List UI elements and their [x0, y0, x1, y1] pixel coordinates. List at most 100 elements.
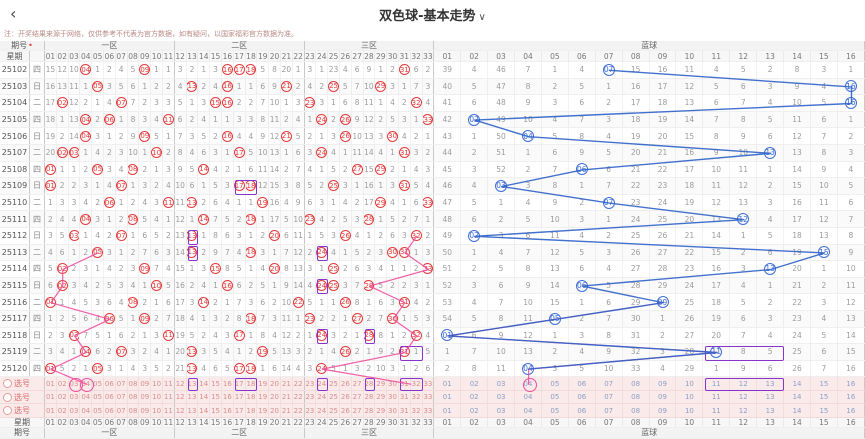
select-red-number[interactable]: 22: [293, 377, 305, 390]
select-blue-number[interactable]: 11: [703, 377, 731, 390]
select-blue-number[interactable]: 10: [676, 404, 704, 417]
select-radio[interactable]: [3, 392, 12, 402]
select-red-number[interactable]: 14: [198, 377, 211, 390]
select-red-number[interactable]: 23: [305, 390, 317, 404]
select-red-number[interactable]: 08: [128, 377, 140, 390]
select-blue-number[interactable]: 05: [542, 404, 569, 417]
select-blue-number[interactable]: 03: [488, 390, 516, 404]
select-red-number[interactable]: 08: [128, 404, 140, 417]
select-blue-number[interactable]: 04: [515, 404, 542, 417]
select-red-number[interactable]: 01: [45, 404, 57, 417]
select-red-number[interactable]: 20: [269, 377, 281, 390]
select-red-number[interactable]: 23: [305, 377, 317, 390]
select-red-number[interactable]: 05: [92, 404, 104, 417]
select-blue-number[interactable]: 01: [434, 390, 462, 404]
select-blue-number[interactable]: 16: [838, 404, 865, 417]
select-red-number[interactable]: 19: [257, 377, 270, 390]
select-blue-number[interactable]: 16: [838, 377, 865, 390]
select-blue-number[interactable]: 05: [542, 390, 569, 404]
select-blue-number[interactable]: 08: [623, 390, 650, 404]
select-red-number[interactable]: 14: [198, 404, 211, 417]
select-red-number[interactable]: 11: [163, 404, 175, 417]
select-blue-number[interactable]: 05: [542, 377, 569, 390]
select-blue-number[interactable]: 13: [757, 377, 785, 390]
select-red-number[interactable]: 22: [293, 390, 305, 404]
select-red-number[interactable]: 18: [246, 404, 258, 417]
select-red-number[interactable]: 02: [57, 377, 69, 390]
select-red-number[interactable]: 26: [340, 390, 352, 404]
select-blue-number[interactable]: 14: [784, 390, 811, 404]
select-red-number[interactable]: 11: [163, 377, 175, 390]
select-red-number[interactable]: 14: [198, 390, 211, 404]
select-red-number[interactable]: 16: [222, 390, 234, 404]
select-red-number[interactable]: 24: [316, 377, 329, 390]
select-red-number[interactable]: 27: [352, 390, 364, 404]
select-red-number[interactable]: 07: [116, 390, 128, 404]
back-button[interactable]: ‹: [10, 4, 17, 23]
select-red-number[interactable]: 19: [257, 404, 270, 417]
select-red-number[interactable]: 21: [281, 390, 293, 404]
select-blue-number[interactable]: 10: [676, 390, 704, 404]
select-red-number[interactable]: 12: [175, 377, 187, 390]
select-red-number[interactable]: 30: [387, 404, 399, 417]
select-red-number[interactable]: 02: [57, 390, 69, 404]
select-red-number[interactable]: 28: [364, 377, 376, 390]
select-red-number[interactable]: 02: [57, 404, 69, 417]
select-red-number[interactable]: 26: [340, 377, 352, 390]
select-red-number[interactable]: 29: [375, 404, 388, 417]
select-red-number[interactable]: 16: [222, 404, 234, 417]
select-blue-number[interactable]: 02: [461, 377, 489, 390]
select-red-number[interactable]: 13: [187, 404, 199, 417]
select-red-number[interactable]: 32: [411, 404, 423, 417]
select-red-number[interactable]: 27: [352, 377, 364, 390]
select-red-number[interactable]: 06: [104, 404, 116, 417]
select-blue-number[interactable]: 09: [650, 390, 677, 404]
select-red-number[interactable]: 33: [423, 377, 435, 390]
select-red-number[interactable]: 26: [340, 404, 352, 417]
select-radio[interactable]: [3, 406, 12, 416]
select-red-number[interactable]: 06: [104, 390, 116, 404]
select-red-number[interactable]: 07: [116, 404, 128, 417]
select-red-number[interactable]: 10: [151, 390, 163, 404]
select-red-number[interactable]: 18: [246, 377, 258, 390]
select-red-number[interactable]: 21: [281, 377, 293, 390]
select-red-number[interactable]: 10: [151, 404, 163, 417]
select-red-number[interactable]: 33: [423, 390, 435, 404]
select-blue-number[interactable]: 06: [569, 390, 596, 404]
select-blue-number[interactable]: 06: [569, 377, 596, 390]
select-red-number[interactable]: 29: [375, 377, 388, 390]
select-red-number[interactable]: 09: [139, 404, 152, 417]
select-blue-number[interactable]: 15: [811, 390, 838, 404]
select-blue-number[interactable]: 02: [461, 404, 489, 417]
select-red-number[interactable]: 04: [80, 404, 93, 417]
select-blue-number[interactable]: 09: [650, 404, 677, 417]
select-red-number[interactable]: 33: [423, 404, 435, 417]
select-red-number[interactable]: 32: [411, 377, 423, 390]
select-blue-number[interactable]: 07: [596, 404, 623, 417]
select-red-number[interactable]: 24: [316, 390, 329, 404]
select-blue-number[interactable]: 10: [676, 377, 704, 390]
select-red-number[interactable]: 28: [364, 404, 376, 417]
page-title-dropdown[interactable]: 双色球-基本走势 ∨: [379, 5, 486, 24]
select-blue-number[interactable]: 12: [730, 390, 758, 404]
select-red-number[interactable]: 13: [187, 377, 199, 390]
select-radio[interactable]: [3, 379, 12, 389]
select-red-number[interactable]: 13: [187, 390, 199, 404]
select-blue-number[interactable]: 02: [461, 390, 489, 404]
select-red-number[interactable]: 03: [69, 404, 81, 417]
select-red-number[interactable]: 06: [104, 377, 116, 390]
select-blue-number[interactable]: 06: [569, 404, 596, 417]
select-red-number[interactable]: 11: [163, 390, 175, 404]
select-red-number[interactable]: 08: [128, 390, 140, 404]
select-red-number[interactable]: 17: [234, 377, 246, 390]
select-red-number[interactable]: 01: [45, 390, 57, 404]
select-red-number[interactable]: 23: [305, 404, 317, 417]
select-red-number[interactable]: 25: [328, 404, 340, 417]
select-red-number[interactable]: 03: [69, 390, 81, 404]
select-red-number[interactable]: 05: [92, 377, 104, 390]
select-red-number[interactable]: 05: [92, 390, 104, 404]
select-blue-number[interactable]: 03: [488, 377, 516, 390]
select-red-number[interactable]: 31: [399, 404, 411, 417]
select-red-number[interactable]: 30: [387, 390, 399, 404]
select-blue-number[interactable]: 11: [703, 390, 731, 404]
